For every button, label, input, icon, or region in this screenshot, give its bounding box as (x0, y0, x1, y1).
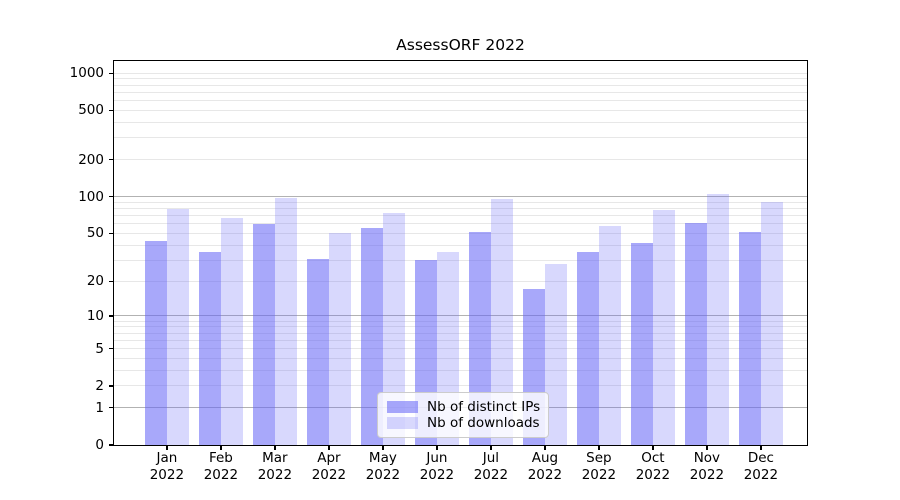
gridline-y-700 (114, 91, 807, 93)
gridline-y-500 (114, 109, 807, 111)
y-tick-label-100: 100 (78, 188, 104, 205)
gridline-y-400 (114, 121, 807, 123)
x-tick-oct (652, 446, 654, 450)
gridline-y-10 (114, 315, 807, 317)
gridline-y-70 (114, 215, 807, 217)
bar-distinct-ips-apr (307, 258, 329, 445)
bar-distinct-ips-feb (199, 252, 221, 445)
gridline-y-80 (114, 208, 807, 210)
bar-distinct-ips-jan (145, 241, 167, 445)
x-tick-dec (760, 446, 762, 450)
bar-distinct-ips-nov (685, 222, 707, 445)
gridline-y-2 (114, 385, 807, 387)
gridline-y-9 (114, 320, 807, 322)
y-tick-label-1: 1 (95, 399, 104, 416)
bar-distinct-ips-dec (739, 232, 761, 445)
x-tick-feb (220, 446, 222, 450)
bar-distinct-ips-sep (577, 252, 599, 445)
gridline-y-100 (114, 196, 807, 198)
chart-title: AssessORF 2022 (396, 36, 525, 54)
gridline-y-8 (114, 326, 807, 328)
bar-downloads-mar (274, 198, 297, 445)
gridline-y-600 (114, 100, 807, 102)
x-tick-label-may: May 2022 (365, 450, 401, 483)
bar-downloads-oct (652, 209, 675, 445)
x-tick-jan (166, 446, 168, 450)
bar-downloads-apr (328, 233, 351, 445)
bar-downloads-may (382, 213, 405, 445)
y-tick-label-0: 0 (95, 437, 104, 453)
legend-label-downloads: Nb of downloads (427, 415, 540, 431)
bar-downloads-nov (706, 194, 729, 445)
gridline-y-900 (114, 78, 807, 80)
x-tick-label-oct: Oct 2022 (635, 450, 671, 483)
gridline-y-30 (114, 259, 807, 261)
bar-downloads-sep (598, 225, 621, 445)
bar-distinct-ips-jul (469, 232, 491, 445)
legend-entry-downloads: Nb of downloads (387, 415, 540, 431)
x-tick-aug (544, 446, 546, 450)
x-tick-label-jul: Jul 2022 (473, 450, 509, 483)
legend-swatch-distinct-ips-icon (387, 401, 418, 413)
legend-label-distinct-ips: Nb of distinct IPs (427, 399, 541, 415)
y-tick-label-20: 20 (86, 273, 104, 290)
x-tick-label-jan: Jan 2022 (149, 450, 185, 483)
x-tick-label-sep: Sep 2022 (581, 450, 617, 483)
gridline-y-50 (114, 232, 807, 234)
legend-swatch-downloads-icon (387, 417, 418, 429)
x-tick-label-apr: Apr 2022 (311, 450, 347, 483)
gridline-y-40 (114, 244, 807, 246)
x-tick-mar (274, 446, 276, 450)
y-tick-label-200: 200 (78, 151, 104, 168)
y-tick-label-2: 2 (95, 377, 104, 394)
bar-downloads-jan (166, 208, 189, 445)
x-tick-jul (490, 446, 492, 450)
bar-distinct-ips-oct (631, 242, 653, 445)
x-tick-label-feb: Feb 2022 (203, 450, 239, 483)
bar-downloads-jul (490, 198, 513, 445)
gridline-y-60 (114, 223, 807, 225)
y-tick-label-50: 50 (86, 225, 104, 242)
bar-distinct-ips-mar (253, 223, 275, 445)
gridline-y-1000 (114, 72, 807, 74)
x-tick-nov (706, 446, 708, 450)
x-tick-label-mar: Mar 2022 (257, 450, 293, 483)
x-tick-label-jun: Jun 2022 (419, 450, 455, 483)
gridline-y-3 (114, 369, 807, 371)
x-tick-label-nov: Nov 2022 (689, 450, 725, 483)
y-tick-label-10: 10 (86, 307, 104, 324)
gridline-y-800 (114, 84, 807, 86)
bar-downloads-aug (544, 263, 567, 445)
gridline-y-90 (114, 201, 807, 203)
y-tick-label-500: 500 (78, 102, 104, 119)
bar-downloads-dec (760, 201, 783, 445)
x-tick-label-dec: Dec 2022 (743, 450, 779, 483)
x-tick-may (382, 446, 384, 450)
x-tick-jun (436, 446, 438, 450)
legend: Nb of distinct IPs Nb of downloads (377, 392, 549, 438)
gridline-y-200 (114, 159, 807, 161)
y-tick-label-5: 5 (95, 340, 104, 357)
x-tick-sep (598, 446, 600, 450)
gridline-y-20 (114, 280, 807, 282)
plot-area (113, 60, 808, 446)
gridline-y-300 (114, 137, 807, 139)
bar-distinct-ips-may (361, 228, 383, 445)
legend-entry-distinct-ips: Nb of distinct IPs (387, 399, 541, 415)
gridline-y-4 (114, 357, 807, 359)
gridline-y-5 (114, 348, 807, 350)
gridline-y-6 (114, 339, 807, 341)
bar-downloads-feb (220, 217, 243, 445)
x-tick-label-aug: Aug 2022 (527, 450, 563, 483)
y-tick-label-1000: 1000 (69, 65, 104, 82)
gridline-y-7 (114, 332, 807, 334)
x-tick-apr (328, 446, 330, 450)
